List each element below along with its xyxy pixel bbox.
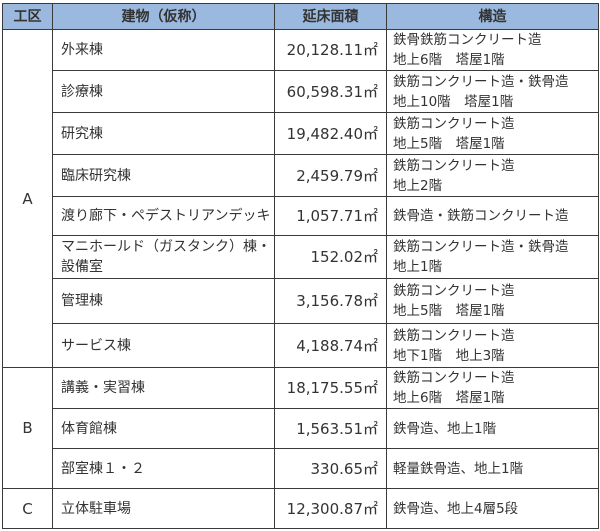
building-name: 外来棟 [52,29,275,71]
floor-area: 152.02㎡ [274,235,387,279]
structure-line: 鉄骨鉄筋コンクリート造 [393,32,542,48]
structure: 鉄筋コンクリート造 地上5階 塔屋1階 [386,278,599,324]
building-name: 研究棟 [52,112,275,155]
building-name: 講義・実習棟 [52,367,275,409]
floor-area: 12,300.87㎡ [274,488,387,529]
building-name-line: 設備室 [61,259,103,275]
building-name: 渡り廊下・ペデストリアンデッキ [52,196,275,236]
table-row: サービス棟 4,188.74㎡ 鉄筋コンクリート造 地下1階 地上3階 [3,323,599,368]
building-name: 臨床研究棟 [52,154,275,197]
zone-cell-b: B [2,367,53,489]
floor-area: 3,156.78㎡ [274,278,387,324]
floor-area: 2,459.79㎡ [274,154,387,197]
structure-line: 鉄筋コンクリート造 [393,115,515,132]
structure-line: 鉄筋コンクリート造 [393,283,515,299]
floor-area: 1,563.51㎡ [274,408,387,449]
table-row: 研究棟 19,482.40㎡ 鉄筋コンクリート造 地上5階 塔屋1階 [3,112,599,155]
table-row: C 立体駐車場 12,300.87㎡ 鉄骨造、地上4層5段 [2,488,599,529]
structure: 鉄筋コンクリート造・鉄骨造 地上10階 塔屋1階 [386,70,599,113]
building-name: 立体駐車場 [52,488,275,529]
structure-line: 鉄骨造、地上1階 [393,420,497,437]
building-name: 体育館棟 [52,408,275,449]
structure-line: 地上5階 塔屋1階 [393,135,505,152]
table-row: 臨床研究棟 2,459.79㎡ 鉄筋コンクリート造 地上2階 [3,154,599,197]
structure-line: 鉄骨造、地上4層5段 [393,500,519,517]
structure: 鉄筋コンクリート造 地下1階 地上3階 [386,323,599,368]
structure-line: 地上10階 塔屋1階 [393,93,514,110]
floor-area: 18,175.55㎡ [274,367,387,409]
building-name: 部室棟１・２ [52,448,275,489]
zone-cell-a: A [2,29,53,368]
structure: 鉄骨造、地上1階 [386,408,599,449]
floor-area: 19,482.40㎡ [274,112,387,155]
table-row: B 講義・実習棟 18,175.55㎡ 鉄筋コンクリート造 地上6階 塔屋1階 [2,367,599,489]
structure-line: 鉄骨造・鉄筋コンクリート造 [393,208,569,224]
header-floor-area: 延床面積 [274,3,387,30]
structure: 軽量鉄骨造、地上1階 [386,448,599,489]
structure-line: 地上6階 塔屋1階 [393,390,505,406]
table-row: 部室棟１・２ 330.65㎡ 軽量鉄骨造、地上1階 [3,448,599,489]
structure-line: 軽量鉄骨造、地上1階 [393,460,524,477]
building-name: 管理棟 [52,278,275,324]
building-name: 診療棟 [52,70,275,113]
structure-line: 鉄筋コンクリート造・鉄骨造 [393,239,569,255]
building-name: サービス棟 [52,323,275,368]
header-zone: 工区 [2,3,53,30]
building-table: 工区 建物（仮称） 延床面積 構造 A 外来棟 20,128.11㎡ 鉄骨鉄筋コ… [2,3,599,529]
structure-line: 地上2階 [393,177,443,194]
table-row: マニホールド（ガスタンク）棟・ 設備室 152.02㎡ 鉄筋コンクリート造・鉄骨造… [3,235,599,279]
structure: 鉄骨鉄筋コンクリート造 地上6階 塔屋1階 [386,29,599,71]
floor-area: 1,057.71㎡ [274,196,387,236]
table-row: 体育館棟 1,563.51㎡ 鉄骨造、地上1階 [3,408,599,449]
floor-area: 20,128.11㎡ [274,29,387,71]
structure: 鉄筋コンクリート造 地上2階 [386,154,599,197]
building-name-line: マニホールド（ガスタンク）棟・ [61,239,271,255]
structure: 鉄筋コンクリート造 地上5階 塔屋1階 [386,112,599,155]
structure-line: 鉄筋コンクリート造 [393,327,515,344]
structure: 鉄骨造、地上4層5段 [386,488,599,529]
structure: 鉄筋コンクリート造 地上6階 塔屋1階 [386,367,599,409]
floor-area: 4,188.74㎡ [274,323,387,368]
table-row: 管理棟 3,156.78㎡ 鉄筋コンクリート造 地上5階 塔屋1階 [3,278,599,324]
table-row: A 外来棟 20,128.11㎡ 鉄骨鉄筋コンクリート造 地上6階 塔屋1階 [2,29,599,368]
table-row: 渡り廊下・ペデストリアンデッキ 1,057.71㎡ 鉄骨造・鉄筋コンクリート造 [3,196,599,236]
header-row: 工区 建物（仮称） 延床面積 構造 [2,3,599,30]
floor-area: 60,598.31㎡ [274,70,387,113]
structure-line: 鉄筋コンクリート造 [393,370,515,386]
structure: 鉄骨造・鉄筋コンクリート造 [386,196,599,236]
table-row: 診療棟 60,598.31㎡ 鉄筋コンクリート造・鉄骨造 地上10階 塔屋1階 [3,70,599,113]
header-building: 建物（仮称） [52,3,275,30]
structure-line: 地上1階 [393,259,443,275]
structure-line: 地上5階 塔屋1階 [393,303,505,319]
structure: 鉄筋コンクリート造・鉄骨造 地上1階 [386,235,599,279]
structure-line: 鉄筋コンクリート造・鉄骨造 [393,73,569,90]
floor-area: 330.65㎡ [274,448,387,489]
structure-line: 地上6階 塔屋1階 [393,52,505,68]
header-structure: 構造 [386,3,599,30]
structure-line: 地下1階 地上3階 [393,347,505,364]
structure-line: 鉄筋コンクリート造 [393,157,515,174]
zone-cell-c: C [2,488,53,529]
building-name: マニホールド（ガスタンク）棟・ 設備室 [52,235,275,279]
